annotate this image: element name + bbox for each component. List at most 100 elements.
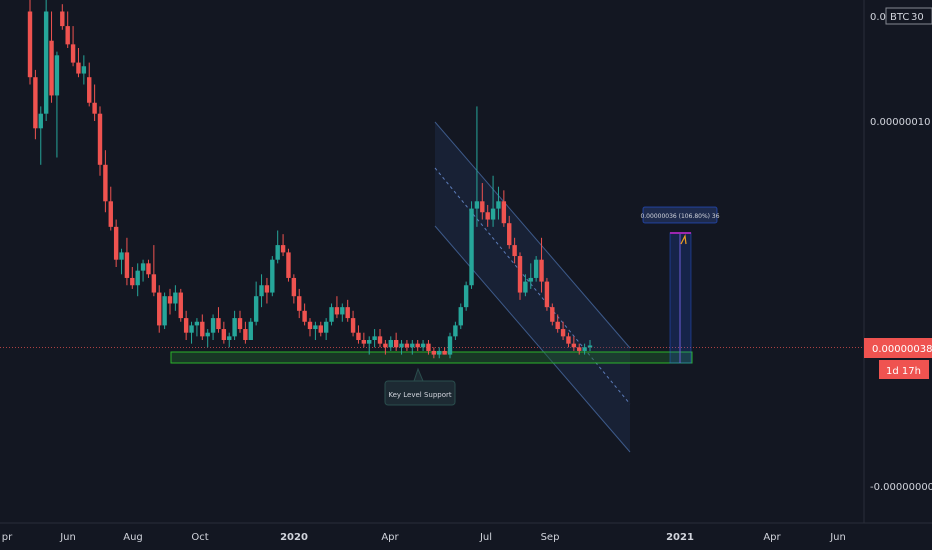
candle-down	[286, 248, 291, 282]
candle-body	[507, 223, 512, 246]
candle-up	[173, 285, 178, 311]
candle-up	[399, 340, 404, 355]
candle-down	[87, 62, 92, 107]
candle-up	[388, 336, 393, 351]
candle-body	[367, 340, 372, 344]
candle-body	[555, 321, 560, 330]
candle-body	[485, 212, 490, 220]
time-axis-bg	[0, 523, 932, 550]
candle-down	[297, 288, 302, 319]
candle-down	[318, 321, 323, 337]
candle-body	[361, 340, 367, 344]
candle-up	[533, 256, 539, 282]
candle-body	[70, 44, 76, 63]
candle-body	[210, 318, 216, 333]
candle-body	[383, 343, 388, 348]
candle-body	[248, 321, 253, 340]
price-range-measure[interactable]: 0.00000036 (106.80%) 36	[640, 206, 720, 364]
candle-down	[512, 237, 517, 264]
candle-up	[205, 329, 210, 348]
candle-down	[33, 69, 38, 140]
candles-layer	[27, 0, 593, 359]
candle-body	[340, 307, 345, 315]
countdown-badge	[879, 360, 929, 379]
candle-body	[566, 336, 571, 344]
candle-body	[60, 11, 65, 27]
candle-up	[420, 340, 426, 351]
candle-body	[571, 343, 577, 348]
candle-down	[167, 288, 173, 315]
candle-body	[404, 343, 410, 348]
candle-body	[178, 292, 183, 319]
candle-body	[221, 329, 227, 340]
candle-down	[577, 343, 582, 355]
candle-up	[189, 321, 194, 344]
candle-down	[350, 310, 356, 337]
measure-label-box	[642, 206, 718, 224]
candle-body	[350, 318, 356, 333]
candle-body	[270, 259, 275, 293]
candle-body	[135, 270, 140, 286]
candle-body	[253, 296, 259, 322]
projection-arrowhead	[680, 233, 687, 245]
candle-down	[431, 347, 437, 359]
candle-up	[469, 201, 474, 289]
callout-box	[384, 380, 456, 406]
candle-down	[361, 332, 367, 348]
price-axis-bg	[864, 0, 932, 523]
price-axis-top-clipped-label: 0.0(	[870, 12, 890, 23]
candle-body	[189, 325, 194, 333]
candle-body	[410, 343, 415, 348]
time-tick-label: Apr	[381, 532, 399, 543]
candle-up	[270, 256, 275, 297]
candle-down	[356, 325, 361, 344]
candle-up	[119, 248, 124, 275]
candle-up	[248, 318, 253, 340]
candle-up	[232, 310, 237, 340]
candle-up	[313, 321, 318, 340]
candle-body	[307, 321, 313, 330]
candle-body	[458, 307, 463, 326]
candle-down	[124, 237, 130, 286]
candle-body	[65, 26, 70, 45]
candle-body	[345, 307, 350, 319]
candle-up	[38, 106, 43, 165]
candle-body	[237, 318, 243, 330]
candle-down	[550, 303, 555, 326]
interval-label: 30	[911, 12, 924, 23]
price-axis[interactable]: 0.000001200.000001100.000001000.00000090…	[863, 0, 932, 523]
candle-body	[286, 252, 291, 278]
candle-up	[194, 318, 200, 337]
candle-body	[97, 113, 103, 165]
candle-down	[480, 183, 485, 220]
candle-body	[393, 340, 399, 348]
candle-down	[70, 26, 76, 67]
candle-up	[329, 303, 334, 326]
candle-body	[539, 259, 544, 282]
candle-up	[135, 263, 140, 297]
candle-up	[253, 281, 259, 326]
candle-down	[178, 288, 183, 322]
candle-body	[377, 336, 383, 344]
candle-body	[119, 252, 124, 260]
time-tick-label: Jul	[479, 532, 492, 543]
candle-down	[113, 219, 119, 267]
candle-body	[388, 340, 393, 348]
candle-body	[431, 350, 437, 355]
time-axis[interactable]: pr Jun Aug Oct 2020 Apr Jul Sep 2021 Apr Jun	[0, 522, 932, 550]
candle-body	[173, 292, 178, 304]
candle-down	[571, 336, 577, 351]
key-level-callout[interactable]: Key Level Support	[384, 367, 456, 406]
candle-up	[474, 106, 480, 227]
candle-up	[162, 292, 167, 330]
time-tick-label: Jun	[59, 532, 76, 543]
candle-body	[124, 252, 130, 278]
support-zone[interactable]	[170, 351, 693, 364]
candle-down	[264, 277, 270, 304]
candle-body	[437, 350, 442, 355]
symbol-box[interactable]	[885, 7, 932, 25]
candle-down	[501, 190, 507, 227]
candle-body	[205, 332, 210, 337]
candle-down	[157, 285, 162, 333]
